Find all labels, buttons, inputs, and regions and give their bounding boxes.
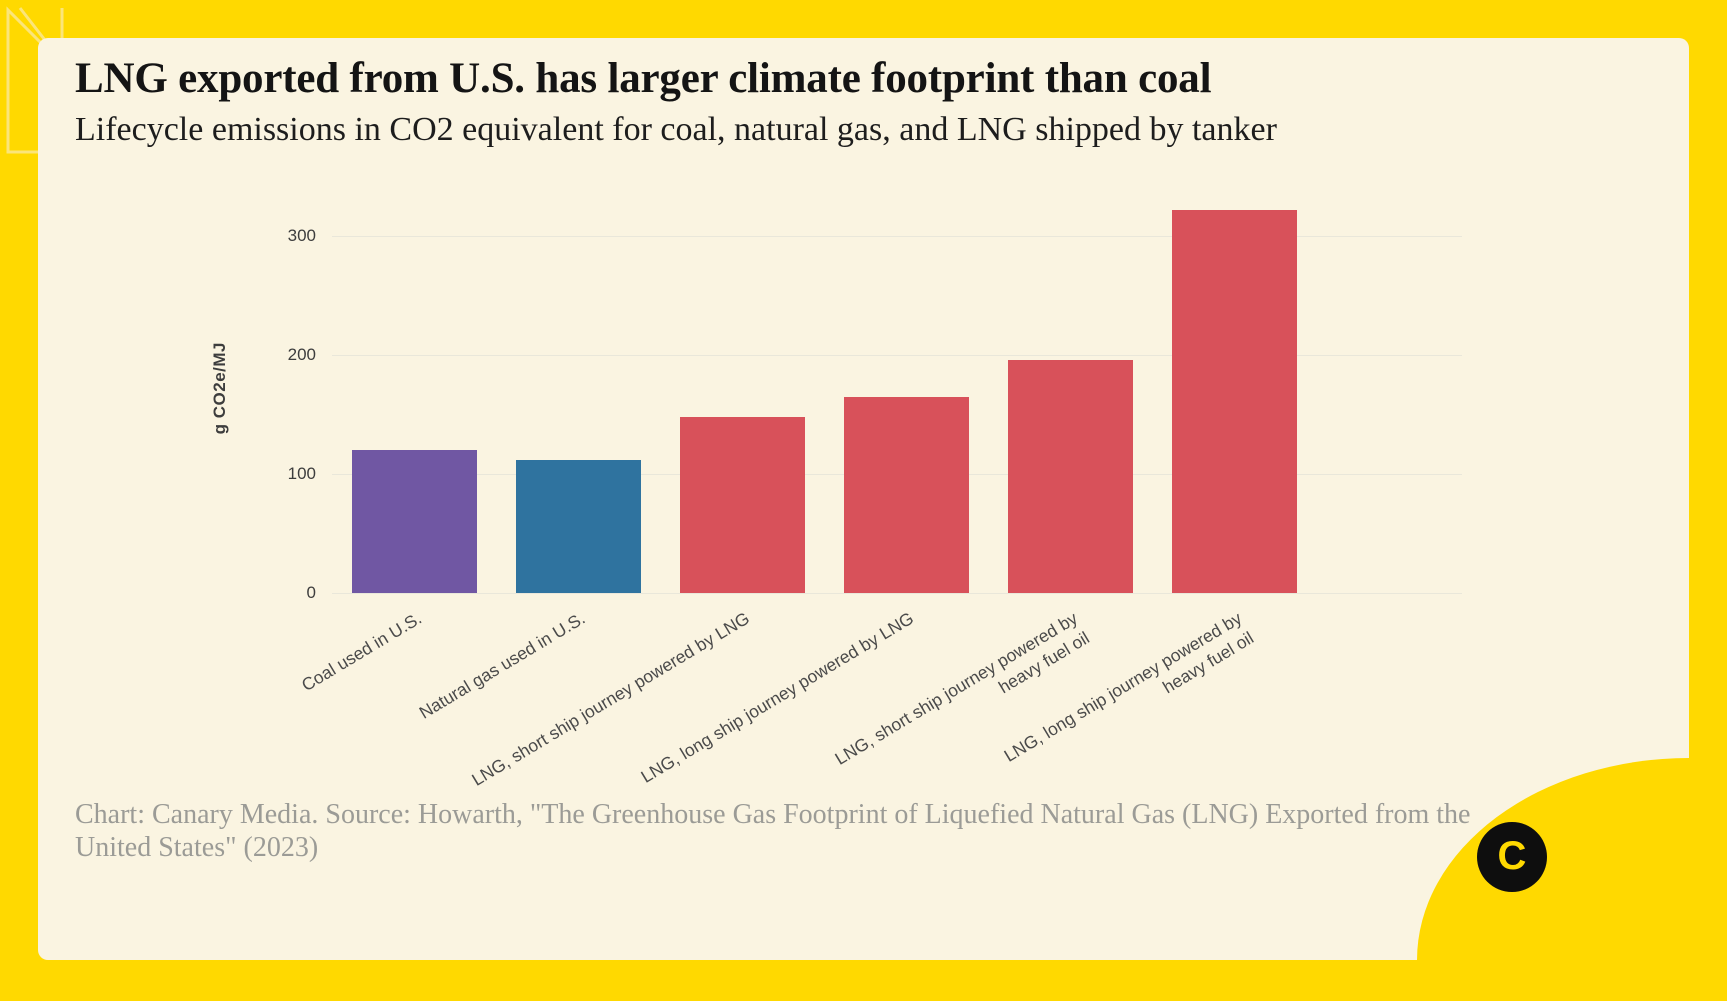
y-tick-label: 200 bbox=[287, 345, 316, 365]
gridline bbox=[332, 235, 1462, 237]
chart-card: LNG exported from U.S. has larger climat… bbox=[38, 38, 1689, 960]
plot-area: 0 100 200 300 g CO2e/MJ Coal used in U.S. Na… bbox=[210, 183, 1462, 790]
bar bbox=[843, 396, 969, 593]
y-axis-title: g CO2e/MJ bbox=[210, 341, 229, 435]
source-credit: Chart: Canary Media. Source: Howarth, "T… bbox=[75, 799, 1471, 864]
bar bbox=[515, 459, 641, 593]
bar bbox=[1007, 360, 1133, 593]
canary-logo-letter: C bbox=[1497, 833, 1527, 878]
gridline bbox=[332, 354, 1462, 356]
gridline bbox=[332, 592, 1462, 594]
y-tick-label: 0 bbox=[306, 583, 316, 602]
chart-subtitle: Lifecycle emissions in CO2 equivalent fo… bbox=[75, 111, 1277, 148]
bar bbox=[1171, 210, 1297, 593]
bar-chart: 0 100 200 300 g CO2e/MJ Coal used in U.S. Na… bbox=[210, 183, 1508, 843]
x-category-label: Coal used in U.S. bbox=[297, 607, 425, 696]
bars bbox=[332, 183, 1462, 593]
y-tick-label: 300 bbox=[287, 226, 316, 246]
y-tick-label: 100 bbox=[287, 464, 316, 484]
x-category-label: Natural gas used in U.S. bbox=[416, 607, 589, 723]
y-axis-title-wrap: g CO2e/MJ bbox=[208, 183, 232, 593]
x-category-label: LNG, short ship journey powered by LNG bbox=[468, 607, 754, 790]
bar bbox=[351, 450, 477, 593]
bar bbox=[679, 417, 805, 593]
canary-media-logo: C bbox=[1477, 822, 1547, 892]
chart-title: LNG exported from U.S. has larger climat… bbox=[75, 55, 1212, 102]
